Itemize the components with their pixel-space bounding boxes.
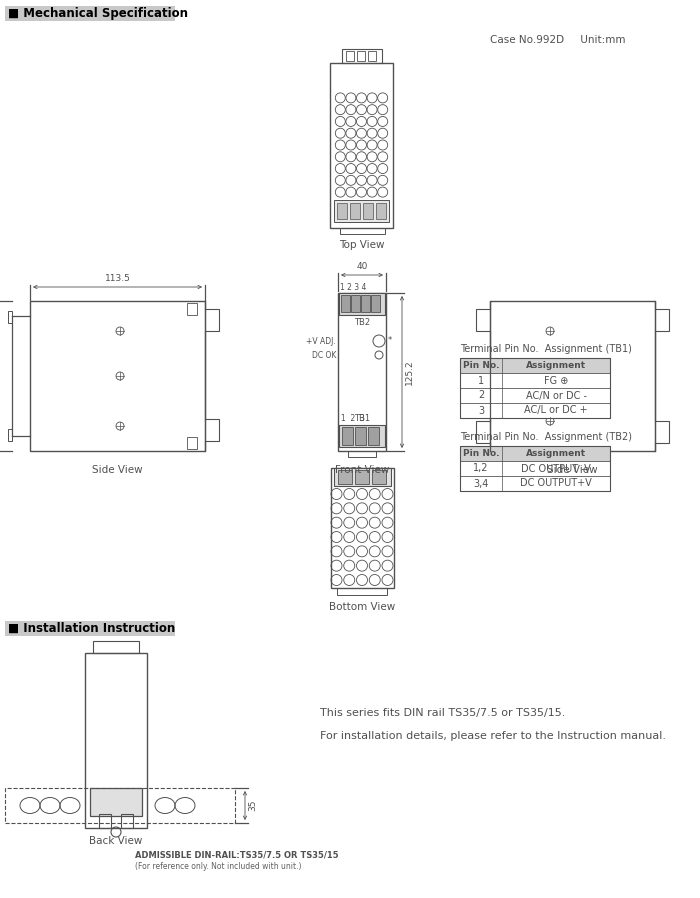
Bar bbox=[342, 49, 382, 63]
Bar bbox=[350, 203, 360, 219]
Bar bbox=[357, 51, 365, 61]
Text: 113.5: 113.5 bbox=[104, 274, 130, 283]
Text: Bottom View: Bottom View bbox=[329, 602, 395, 612]
Bar bbox=[90, 788, 142, 816]
Bar bbox=[361, 295, 370, 312]
Bar bbox=[342, 427, 353, 445]
Bar bbox=[99, 814, 111, 828]
Bar bbox=[205, 309, 219, 331]
Text: 1,2: 1,2 bbox=[473, 463, 489, 473]
Bar bbox=[338, 293, 386, 451]
Bar bbox=[376, 203, 386, 219]
Text: 1 2 3 4: 1 2 3 4 bbox=[340, 283, 366, 292]
Text: FG ⊕: FG ⊕ bbox=[544, 375, 568, 385]
Text: 3: 3 bbox=[478, 406, 484, 416]
Text: 1  2  3: 1 2 3 bbox=[341, 414, 365, 423]
Bar bbox=[93, 641, 139, 653]
Bar bbox=[334, 200, 389, 222]
Bar bbox=[460, 446, 610, 461]
Text: Pin No.: Pin No. bbox=[463, 449, 499, 458]
Bar bbox=[460, 358, 610, 418]
Bar bbox=[330, 63, 393, 228]
Text: Case No.992D     Unit:mm: Case No.992D Unit:mm bbox=[490, 35, 626, 45]
Text: Side View: Side View bbox=[547, 465, 598, 475]
Bar bbox=[351, 295, 360, 312]
Bar bbox=[5, 621, 175, 636]
Text: ■ Installation Instruction: ■ Installation Instruction bbox=[8, 622, 175, 635]
Text: For installation details, please refer to the Instruction manual.: For installation details, please refer t… bbox=[320, 731, 666, 741]
Text: 125.2: 125.2 bbox=[405, 359, 414, 385]
Bar bbox=[355, 427, 366, 445]
Text: DC OUTPUT -V: DC OUTPUT -V bbox=[521, 463, 591, 473]
Text: DC OK: DC OK bbox=[312, 350, 336, 359]
Text: AC/L or DC +: AC/L or DC + bbox=[524, 406, 588, 416]
Bar bbox=[337, 470, 351, 484]
Text: ADMISSIBLE DIN-RAIL:TS35/7.5 OR TS35/15: ADMISSIBLE DIN-RAIL:TS35/7.5 OR TS35/15 bbox=[135, 850, 339, 859]
Bar bbox=[460, 461, 610, 476]
Bar bbox=[339, 425, 385, 447]
Text: 1: 1 bbox=[478, 375, 484, 385]
Bar bbox=[354, 470, 368, 484]
Bar bbox=[5, 788, 235, 823]
Bar bbox=[655, 421, 669, 443]
Bar bbox=[187, 437, 197, 449]
Bar bbox=[205, 419, 219, 441]
Bar bbox=[340, 228, 384, 234]
Bar bbox=[5, 6, 175, 21]
Bar bbox=[337, 203, 347, 219]
Text: Front View: Front View bbox=[335, 465, 389, 475]
Text: Pin No.: Pin No. bbox=[463, 361, 499, 370]
Bar bbox=[8, 311, 12, 323]
Text: (For reference only. Not included with unit.): (For reference only. Not included with u… bbox=[135, 862, 302, 871]
Text: 2: 2 bbox=[478, 391, 484, 401]
Bar bbox=[372, 470, 386, 484]
Bar bbox=[121, 814, 133, 828]
Text: Terminal Pin No.  Assignment (TB2): Terminal Pin No. Assignment (TB2) bbox=[460, 432, 632, 442]
Text: 40: 40 bbox=[356, 262, 368, 271]
Text: +V ADJ.: +V ADJ. bbox=[307, 337, 336, 346]
Bar bbox=[371, 295, 380, 312]
Bar bbox=[348, 451, 376, 457]
Text: Assignment: Assignment bbox=[526, 361, 586, 370]
Text: 3,4: 3,4 bbox=[473, 479, 489, 489]
Bar bbox=[655, 309, 669, 331]
Bar bbox=[341, 295, 350, 312]
Bar bbox=[460, 388, 610, 403]
Bar bbox=[460, 446, 610, 491]
Text: This series fits DIN rail TS35/7.5 or TS35/15.: This series fits DIN rail TS35/7.5 or TS… bbox=[320, 708, 566, 718]
Text: AC/N or DC -: AC/N or DC - bbox=[526, 391, 587, 401]
Bar bbox=[339, 293, 385, 315]
Text: *: * bbox=[388, 337, 392, 346]
Text: TB2: TB2 bbox=[354, 318, 370, 327]
Bar bbox=[460, 373, 610, 388]
Text: TB1: TB1 bbox=[354, 414, 370, 423]
Bar bbox=[30, 301, 205, 451]
Bar bbox=[333, 468, 391, 486]
Bar bbox=[460, 403, 610, 418]
Bar bbox=[346, 51, 354, 61]
Bar bbox=[187, 303, 197, 315]
Bar bbox=[8, 429, 12, 441]
Text: 35: 35 bbox=[248, 800, 257, 811]
Bar bbox=[330, 468, 393, 588]
Text: Top View: Top View bbox=[340, 240, 385, 250]
Text: ■ Mechanical Specification: ■ Mechanical Specification bbox=[8, 7, 188, 20]
Bar bbox=[490, 301, 655, 451]
Bar bbox=[460, 476, 610, 491]
Bar bbox=[460, 358, 610, 373]
Text: DC OUTPUT+V: DC OUTPUT+V bbox=[520, 479, 592, 489]
Text: Back View: Back View bbox=[90, 836, 143, 846]
Bar bbox=[476, 421, 490, 443]
Text: Assignment: Assignment bbox=[526, 449, 586, 458]
Bar bbox=[368, 427, 379, 445]
Bar bbox=[363, 203, 373, 219]
Bar bbox=[476, 309, 490, 331]
Bar bbox=[85, 653, 147, 828]
Bar bbox=[368, 51, 376, 61]
Bar bbox=[337, 588, 387, 595]
Text: Side View: Side View bbox=[92, 465, 143, 475]
Text: Terminal Pin No.  Assignment (TB1): Terminal Pin No. Assignment (TB1) bbox=[460, 344, 632, 354]
